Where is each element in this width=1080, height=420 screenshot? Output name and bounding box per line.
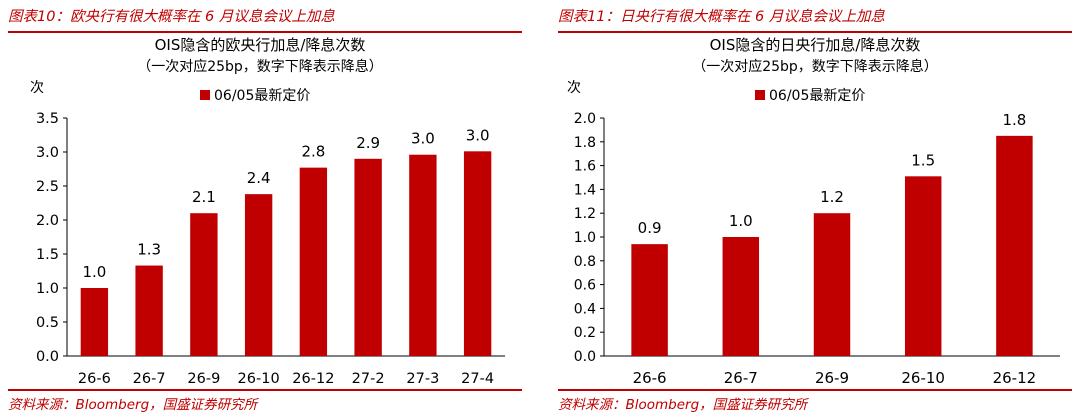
figure-caption: 图表11：日央行有很大概率在 6 月议息会议上加息 xyxy=(558,9,885,25)
y-tick-label: 2.5 xyxy=(36,179,59,195)
bar-value-label: 1.8 xyxy=(1002,111,1026,129)
x-category-label: 26-9 xyxy=(815,369,849,387)
bar-value-label: 2.8 xyxy=(301,143,325,161)
y-tick-label: 0.5 xyxy=(36,315,59,331)
legend-label: 06/05最新定价 xyxy=(769,88,865,104)
bar-value-label: 1.2 xyxy=(820,188,844,206)
y-tick-label: 0.0 xyxy=(36,349,59,365)
x-category-label: 26-9 xyxy=(187,371,220,387)
y-tick-label: 3.5 xyxy=(36,111,59,127)
y-tick-label: 1.8 xyxy=(574,135,596,151)
y-tick-label: 2.0 xyxy=(36,213,59,229)
y-tick-label: 0.6 xyxy=(574,278,596,294)
y-tick-label: 2.0 xyxy=(574,111,596,127)
bar xyxy=(813,213,851,356)
chart-subtitle: （一次对应25bp，数字下降表示降息） xyxy=(692,58,938,75)
source-note: 资料来源：Bloomberg，国盛证券研究所 xyxy=(8,397,258,413)
x-category-label: 26-10 xyxy=(238,371,280,387)
bar-value-label: 1.0 xyxy=(729,212,753,230)
x-category-label: 26-12 xyxy=(292,371,334,387)
bar-value-label: 0.9 xyxy=(638,219,662,237)
bar-value-label: 2.4 xyxy=(247,169,271,187)
x-category-label: 26-6 xyxy=(633,369,667,387)
bar xyxy=(409,154,437,356)
x-category-label: 26-10 xyxy=(901,369,945,387)
bar xyxy=(904,176,942,356)
x-category-label: 27-4 xyxy=(461,371,494,387)
bar xyxy=(244,194,273,356)
figure-caption: 图表10：欧央行有很大概率在 6 月议息会议上加息 xyxy=(8,9,335,25)
y-tick-label: 1.4 xyxy=(574,182,596,198)
chart-subtitle: （一次对应25bp，数字下降表示降息） xyxy=(137,58,383,75)
bar xyxy=(190,213,218,356)
y-tick-label: 0.0 xyxy=(574,349,596,365)
legend-label: 06/05最新定价 xyxy=(214,88,310,104)
bar xyxy=(135,265,163,356)
bar xyxy=(996,135,1033,356)
source-divider xyxy=(8,389,522,391)
bar-value-label: 3.0 xyxy=(466,126,490,144)
bar xyxy=(631,244,668,356)
ecb-hike-bar-chart: OIS隐含的欧央行加息/降息次数 （一次对应25bp，数字下降表示降息） 次 06/0… xyxy=(30,36,505,387)
figure-panel-boj: 图表11：日央行有很大概率在 6 月议息会议上加息 OIS隐含的日央行加息/降息… xyxy=(550,0,1080,420)
y-tick-label: 1.5 xyxy=(36,247,59,263)
x-category-label: 27-3 xyxy=(406,371,439,387)
bar-value-label: 3.0 xyxy=(411,130,435,148)
legend-swatch xyxy=(755,90,765,100)
y-axis-label: 次 xyxy=(567,80,581,96)
source-note: 资料来源：Bloomberg，国盛证券研究所 xyxy=(558,397,808,413)
y-tick-label: 0.4 xyxy=(574,301,596,317)
bar xyxy=(299,167,328,356)
legend-swatch xyxy=(200,90,210,100)
y-tick-label: 1.0 xyxy=(36,281,59,297)
caption-divider xyxy=(8,31,522,33)
bar-value-label: 1.3 xyxy=(137,241,161,259)
y-axis-label: 次 xyxy=(30,80,44,96)
bar-value-label: 2.1 xyxy=(192,188,216,206)
y-tick-label: 3.0 xyxy=(36,145,59,161)
y-tick-label: 0.8 xyxy=(574,254,596,270)
y-tick-label: 1.0 xyxy=(574,230,596,246)
chart-title: OIS隐含的欧央行加息/降息次数 xyxy=(155,36,366,54)
bar xyxy=(463,151,492,356)
x-category-label: 26-7 xyxy=(724,369,758,387)
bar xyxy=(80,288,109,356)
y-tick-label: 0.2 xyxy=(574,325,596,341)
x-category-label: 26-6 xyxy=(78,371,111,387)
figure-panel-ecb: 图表10：欧央行有很大概率在 6 月议息会议上加息 OIS隐含的欧央行加息/降息… xyxy=(0,0,530,420)
bar xyxy=(354,158,382,356)
x-category-label: 27-2 xyxy=(352,371,385,387)
bar xyxy=(722,237,760,356)
boj-hike-bar-chart: OIS隐含的日央行加息/降息次数 （一次对应25bp，数字下降表示降息） 次 06/0… xyxy=(567,36,1060,387)
bar-value-label: 2.9 xyxy=(356,134,380,152)
chart-title: OIS隐含的日央行加息/降息次数 xyxy=(710,36,921,54)
x-category-label: 26-12 xyxy=(993,369,1037,387)
bar-value-label: 1.0 xyxy=(82,263,106,281)
y-tick-label: 1.2 xyxy=(574,206,596,222)
y-tick-label: 1.6 xyxy=(574,159,596,175)
source-divider xyxy=(558,389,1072,391)
caption-divider xyxy=(558,31,1072,33)
bar-value-label: 1.5 xyxy=(911,151,935,169)
x-category-label: 26-7 xyxy=(133,371,166,387)
